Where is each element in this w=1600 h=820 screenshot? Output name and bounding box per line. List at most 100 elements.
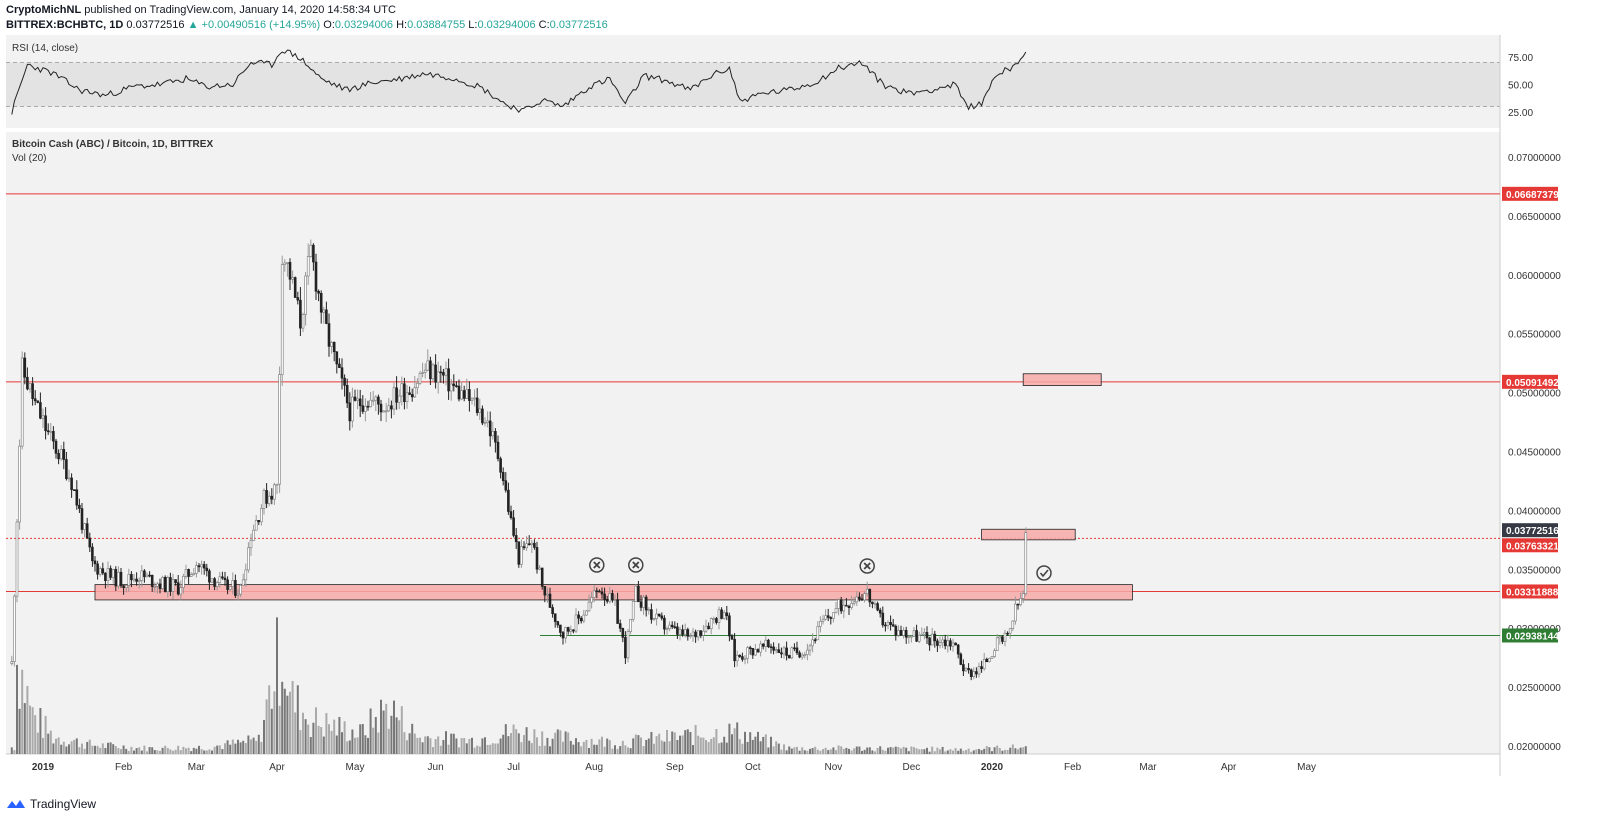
volume-bar xyxy=(949,749,952,754)
rsi-tick-label: 50.00 xyxy=(1508,81,1533,92)
candle-body xyxy=(876,603,879,611)
time-axis-label: Jul xyxy=(507,762,520,773)
volume-bar xyxy=(653,743,655,754)
candle-body xyxy=(543,586,547,596)
price-axis-badge xyxy=(1502,186,1558,201)
volume-bar xyxy=(221,748,224,754)
volume-bar xyxy=(728,723,731,754)
candle-body xyxy=(70,477,73,490)
candle-body xyxy=(280,264,284,375)
volume-bar xyxy=(143,745,146,754)
author-name[interactable]: CryptoMichNL xyxy=(6,4,82,16)
volume-bar xyxy=(127,751,130,754)
candle-body xyxy=(556,621,560,626)
volume-bar xyxy=(907,751,910,754)
candle-body xyxy=(202,564,206,569)
candle-body xyxy=(863,593,866,601)
candle-body xyxy=(904,630,908,638)
volume-bar xyxy=(16,664,18,754)
candle-body xyxy=(377,396,380,405)
candle-body xyxy=(247,547,250,571)
volume-bar xyxy=(762,736,765,754)
candle-body xyxy=(813,639,817,642)
candle-body xyxy=(769,646,773,648)
volume-bar xyxy=(148,747,151,754)
price-change: ▲ +0.00490516 (+14.95%) xyxy=(187,19,321,31)
chart-canvas[interactable]: 75.00 50.00 25.00 0.07000000 0.06500000 0.060… xyxy=(0,0,1600,790)
candle-body xyxy=(743,657,747,660)
volume-bar xyxy=(993,747,996,754)
volume-bar xyxy=(481,738,484,754)
candle-body xyxy=(590,597,593,603)
candle-body xyxy=(28,383,32,390)
candle-body xyxy=(832,612,835,619)
candle-body xyxy=(520,546,523,565)
volume-bar xyxy=(335,735,338,754)
volume-bar xyxy=(343,721,346,754)
candle-body xyxy=(348,402,352,422)
candle-body xyxy=(179,587,183,595)
volume-bar xyxy=(595,744,598,754)
volume-bar xyxy=(164,745,167,754)
candle-body xyxy=(842,604,846,612)
candle-body xyxy=(616,599,619,624)
rsi-label: RSI (14, close) xyxy=(12,43,79,54)
candle-body xyxy=(767,639,770,647)
brand-name: TradingView xyxy=(30,797,97,811)
tradingview-logo[interactable]: TradingView xyxy=(6,797,96,811)
candle-body xyxy=(13,595,16,662)
volume-bar xyxy=(725,742,728,754)
candle-body xyxy=(618,623,622,629)
volume-bar xyxy=(551,738,554,754)
candle-body xyxy=(1014,603,1017,622)
candle-body xyxy=(163,577,167,593)
candle-body xyxy=(369,399,372,408)
candle-body xyxy=(210,578,214,583)
price-axis-badge-label: 0.06687379 xyxy=(1506,190,1559,201)
volume-bar xyxy=(416,737,419,754)
volume-bar xyxy=(913,747,915,754)
candle-body xyxy=(265,490,268,504)
volume-bar xyxy=(640,737,642,754)
volume-bar xyxy=(941,746,944,754)
volume-bar xyxy=(216,745,219,754)
volume-bar xyxy=(754,736,757,754)
candle-body xyxy=(959,653,963,665)
candle-body xyxy=(364,405,367,412)
candle-body xyxy=(491,431,495,437)
volume-label: Vol (20) xyxy=(12,153,47,164)
volume-bar xyxy=(668,741,671,754)
volume-bar xyxy=(242,740,245,754)
volume-bar xyxy=(567,732,570,754)
volume-bar xyxy=(265,699,268,754)
candle-body xyxy=(473,397,476,400)
volume-bar xyxy=(819,750,822,754)
candle-body xyxy=(1006,632,1009,635)
volume-bar xyxy=(647,738,650,754)
candle-body xyxy=(816,626,820,641)
candle-body xyxy=(803,654,807,656)
volume-bar xyxy=(606,738,609,754)
candle-body xyxy=(236,593,240,596)
candle-body xyxy=(390,405,393,410)
candle-body xyxy=(569,629,573,632)
volume-bar xyxy=(705,740,707,754)
volume-bar xyxy=(491,743,494,754)
volume-bar xyxy=(174,749,177,754)
volume-bar xyxy=(395,717,398,754)
candle-body xyxy=(504,480,508,491)
price-tick-label: 0.03500000 xyxy=(1508,565,1561,576)
low-value: 0.03294006 xyxy=(477,19,536,31)
candle-body xyxy=(137,580,141,582)
volume-bar xyxy=(887,747,889,754)
volume-bar xyxy=(320,727,323,754)
candle-body xyxy=(676,626,679,635)
volume-bar xyxy=(588,748,590,754)
volume-bar xyxy=(538,745,541,754)
time-axis-label: Dec xyxy=(903,762,921,773)
volume-bar xyxy=(749,732,752,754)
candle-body xyxy=(839,599,843,612)
volume-bar xyxy=(1001,750,1004,754)
volume-bar xyxy=(421,742,424,754)
candle-body xyxy=(1024,532,1028,594)
